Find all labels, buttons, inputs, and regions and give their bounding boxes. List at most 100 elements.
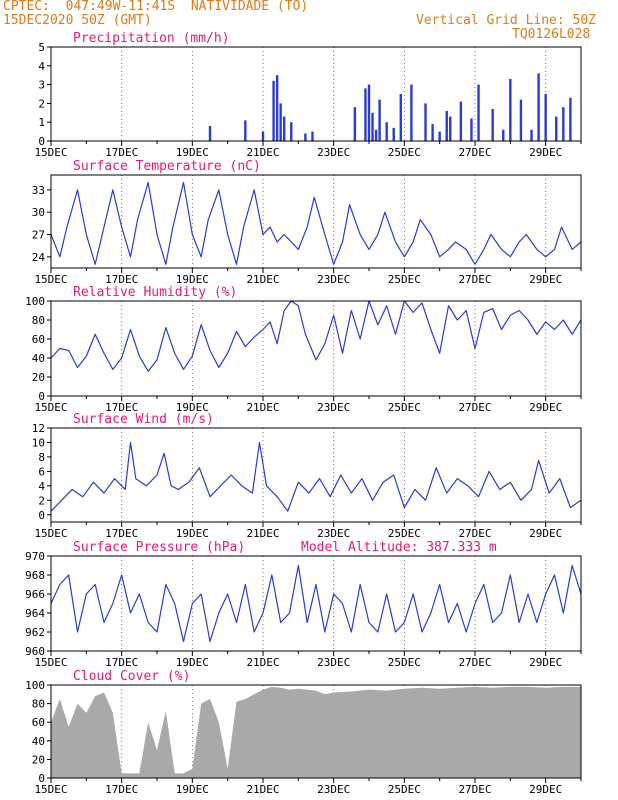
humidity-ytick-label: 80: [32, 314, 45, 327]
precipitation-bar: [431, 124, 434, 141]
temperature-ytick-label: 30: [32, 206, 45, 219]
pressure-title: Surface Pressure (hPa): [73, 540, 245, 555]
cloud-cover-area: [51, 686, 581, 778]
precipitation-bar: [519, 99, 523, 141]
cloud-cover-ytick-label: 40: [32, 735, 45, 748]
temperature-ytick-label: 24: [32, 251, 46, 264]
humidity-xtick-label: 27DEC: [458, 401, 491, 414]
temperature-ytick-label: 33: [32, 184, 45, 197]
humidity-xtick-label: 29DEC: [529, 401, 562, 414]
precipitation-ytick-label: 3: [38, 79, 45, 92]
precipitation-ytick-label: 4: [38, 60, 45, 73]
precipitation-frame: [50, 46, 582, 142]
cloud-cover-ytick-label: 100: [25, 679, 45, 692]
temperature-xtick-label: 17DEC: [105, 273, 138, 286]
header-coords: 047:49W-11:41S: [65, 0, 176, 14]
wind-ytick-label: 0: [38, 509, 45, 522]
cloud-cover-xtick-label: 17DEC: [105, 783, 138, 796]
precipitation-bar: [509, 78, 512, 141]
cloud-cover-xtick-label: 25DEC: [388, 783, 421, 796]
precipitation-ytick-label: 5: [38, 41, 45, 54]
pressure-xtick-label: 23DEC: [317, 656, 350, 669]
cloud-cover-ytick-label: 0: [38, 772, 45, 785]
precipitation-bar: [392, 127, 395, 141]
humidity-line: [50, 300, 582, 372]
wind-xtick-label: 17DEC: [105, 527, 138, 540]
precipitation-xtick-label: 19DEC: [176, 146, 209, 159]
temperature-xtick-label: 29DEC: [529, 273, 562, 286]
wind-xtick-label: 27DEC: [458, 527, 491, 540]
temperature-xtick-label: 19DEC: [176, 273, 209, 286]
precipitation-ytick-label: 2: [38, 97, 45, 110]
precipitation-bar: [449, 116, 452, 141]
precipitation-bar: [279, 103, 282, 141]
precipitation-bar: [283, 116, 286, 141]
temperature-title: Surface Temperature (nC): [73, 159, 261, 174]
header-run: 15DEC2020 50Z (GMT): [3, 13, 152, 28]
pressure-frame: [50, 555, 582, 652]
humidity-xtick-label: 25DEC: [388, 401, 421, 414]
precipitation-bar: [544, 94, 547, 141]
wind-ytick-label: 12: [32, 422, 45, 435]
precipitation-bar: [367, 84, 371, 141]
wind-ytick-label: 6: [38, 465, 45, 478]
precipitation-bar: [530, 129, 533, 141]
humidity-ytick-label: 40: [32, 352, 45, 365]
wind-frame: [50, 427, 582, 523]
pressure-ytick-label: 968: [25, 569, 45, 582]
pressure-xtick-label: 15DEC: [34, 656, 67, 669]
temperature-xtick-label: 21DEC: [246, 273, 279, 286]
wind-ytick-label: 10: [32, 436, 45, 449]
temperature-ytick-label: 27: [32, 229, 45, 242]
pressure-xtick-label: 19DEC: [176, 656, 209, 669]
precipitation-bar: [385, 122, 388, 141]
cloud-cover-ytick-label: 20: [32, 753, 45, 766]
pressure-line: [50, 564, 582, 643]
precipitation-bar: [275, 75, 279, 141]
cloud-cover-xtick-label: 21DEC: [246, 783, 279, 796]
precipitation-bar: [555, 116, 558, 141]
precipitation-bar: [272, 80, 275, 141]
temperature-xtick-label: 27DEC: [458, 273, 491, 286]
pressure-xtick-label: 29DEC: [529, 656, 562, 669]
humidity-ytick-label: 60: [32, 333, 45, 346]
temperature-line: [50, 181, 582, 265]
precipitation-bar: [438, 131, 441, 141]
wind-title: Surface Wind (m/s): [73, 412, 214, 427]
wind-ytick-label: 8: [38, 451, 45, 464]
pressure-ytick-label: 960: [25, 645, 45, 658]
humidity-title: Relative Humidity (%): [73, 285, 237, 300]
precipitation-xtick-label: 25DEC: [388, 146, 421, 159]
cloud-cover-ytick-label: 80: [32, 698, 45, 711]
cloud-cover-xtick-label: 19DEC: [176, 783, 209, 796]
precipitation-title: Precipitation (mm/h): [73, 31, 230, 46]
precipitation-bar: [399, 94, 402, 141]
pressure-ytick-label: 964: [25, 607, 45, 620]
wind-xtick-label: 25DEC: [388, 527, 421, 540]
cloud-cover-ytick-label: 60: [32, 716, 45, 729]
precipitation-bar: [459, 101, 463, 141]
temperature-xtick-label: 15DEC: [34, 273, 67, 286]
precipitation-bar: [569, 97, 572, 141]
humidity-xtick-label: 19DEC: [176, 401, 209, 414]
precipitation-bar: [304, 133, 307, 141]
precipitation-xtick-label: 29DEC: [529, 146, 562, 159]
precipitation-bar: [378, 99, 381, 141]
pressure-xtick-label: 27DEC: [458, 656, 491, 669]
precipitation-xtick-label: 21DEC: [246, 146, 279, 159]
precipitation-bar: [537, 73, 540, 141]
pressure-xtick-label: 25DEC: [388, 656, 421, 669]
wind-ytick-label: 2: [38, 494, 45, 507]
precipitation-bar: [477, 84, 480, 141]
pressure-xtick-label: 17DEC: [105, 656, 138, 669]
humidity-xtick-label: 15DEC: [34, 401, 67, 414]
precipitation-bar: [208, 125, 212, 141]
precipitation-ytick-label: 0: [38, 135, 45, 148]
header-source: CPTEC:: [3, 0, 50, 14]
humidity-ytick-label: 100: [25, 295, 45, 308]
precipitation-xtick-label: 15DEC: [34, 146, 67, 159]
cloud-cover-frame: [50, 684, 582, 779]
humidity-xtick-label: 21DEC: [246, 401, 279, 414]
precipitation-bar: [364, 88, 367, 141]
